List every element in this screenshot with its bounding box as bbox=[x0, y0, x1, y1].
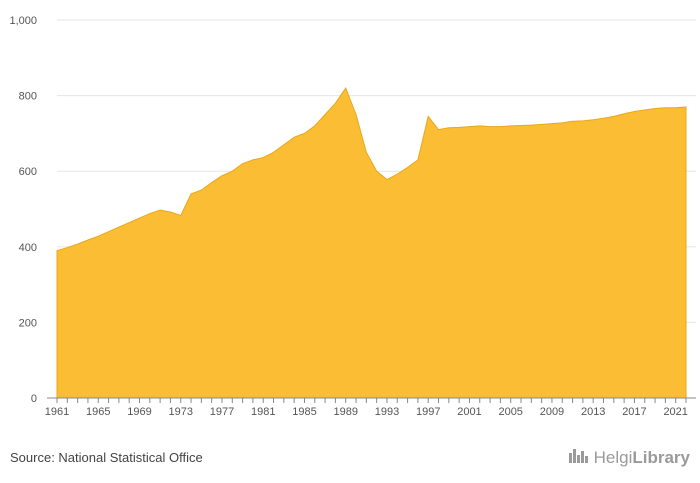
source-note: Source: National Statistical Office bbox=[10, 450, 203, 465]
y-tick-label: 400 bbox=[19, 242, 37, 254]
x-tick-label: 1985 bbox=[292, 406, 316, 418]
x-tick-label: 1989 bbox=[333, 406, 357, 418]
y-tick-label: 200 bbox=[19, 317, 37, 329]
helgi-library-logo[interactable]: Helgi Library bbox=[568, 447, 690, 468]
city-skyline-icon bbox=[568, 447, 590, 468]
y-tick-label: 1,000 bbox=[9, 15, 37, 27]
area-fill bbox=[56, 86, 687, 399]
tick-labels: 0 200 400 600 800 1,000 1961 1965 1969 1973 1977 19… bbox=[9, 15, 687, 418]
y-tick-label: 0 bbox=[31, 393, 37, 405]
x-tick-label: 1981 bbox=[251, 406, 275, 418]
x-tick-label: 1977 bbox=[210, 406, 234, 418]
x-tick-label: 2009 bbox=[540, 406, 564, 418]
y-tick-label: 600 bbox=[19, 166, 37, 178]
x-tick-label: 2005 bbox=[498, 406, 522, 418]
area-series bbox=[56, 86, 687, 399]
x-tick-label: 2013 bbox=[581, 406, 605, 418]
x-tick-label: 1961 bbox=[45, 406, 69, 418]
x-axis bbox=[47, 397, 696, 403]
x-tick-label: 1997 bbox=[416, 406, 440, 418]
x-tick-label: 1993 bbox=[375, 406, 399, 418]
x-tick-label: 1973 bbox=[168, 406, 192, 418]
x-tick-label: 2001 bbox=[457, 406, 481, 418]
area-chart: 0 200 400 600 800 1,000 1961 1965 1969 1973 1977 19… bbox=[9, 15, 696, 418]
y-tick-label: 800 bbox=[19, 91, 37, 103]
logo-text-bold: Library bbox=[632, 447, 690, 467]
x-tick-label: 2021 bbox=[663, 406, 687, 418]
x-tick-label: 2017 bbox=[622, 406, 646, 418]
logo-text-light: Helgi bbox=[593, 447, 633, 467]
x-tick-label: 1965 bbox=[86, 406, 110, 418]
x-tick-label: 1969 bbox=[127, 406, 151, 418]
